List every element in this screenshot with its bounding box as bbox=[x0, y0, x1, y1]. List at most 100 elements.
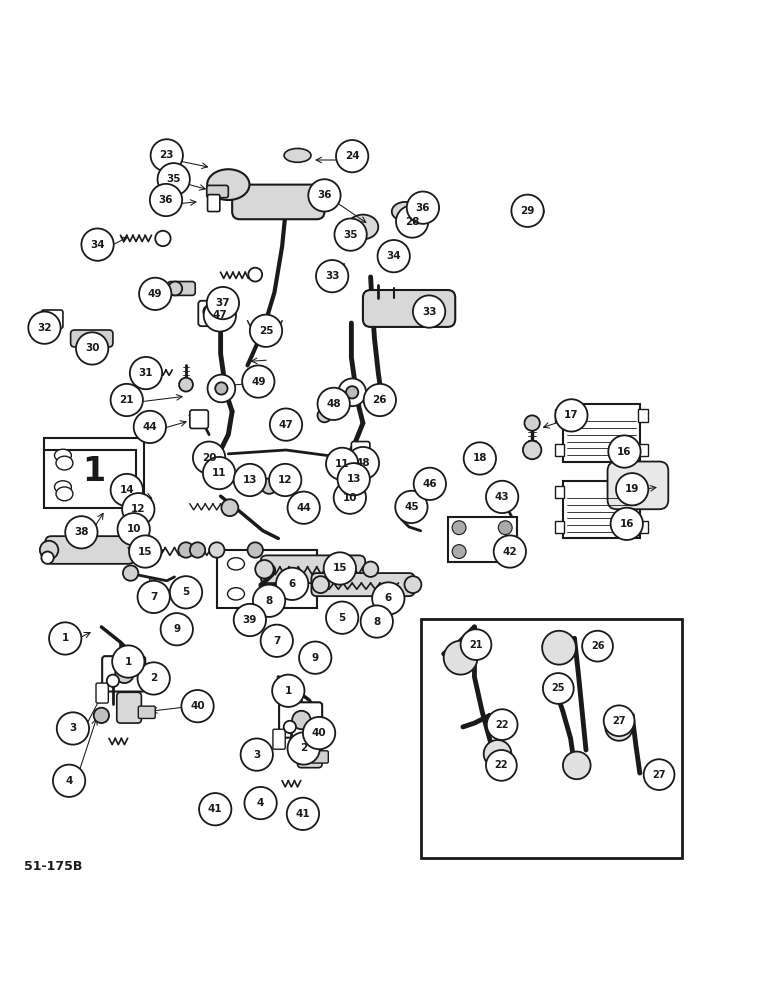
Text: 42: 42 bbox=[503, 547, 517, 557]
FancyBboxPatch shape bbox=[608, 462, 669, 509]
Circle shape bbox=[123, 565, 138, 581]
Circle shape bbox=[611, 508, 643, 540]
Text: 6: 6 bbox=[384, 593, 392, 603]
Text: 16: 16 bbox=[619, 519, 634, 529]
FancyBboxPatch shape bbox=[198, 301, 224, 326]
Circle shape bbox=[493, 535, 526, 568]
Circle shape bbox=[444, 641, 478, 675]
Ellipse shape bbox=[55, 449, 71, 462]
Circle shape bbox=[524, 415, 540, 431]
Circle shape bbox=[242, 365, 275, 398]
Circle shape bbox=[115, 665, 134, 683]
Text: 12: 12 bbox=[278, 475, 293, 485]
Text: 20: 20 bbox=[201, 453, 216, 463]
Text: 8: 8 bbox=[266, 596, 273, 606]
Circle shape bbox=[253, 585, 285, 617]
Text: 10: 10 bbox=[127, 524, 141, 534]
Ellipse shape bbox=[56, 456, 73, 470]
Circle shape bbox=[292, 711, 310, 729]
Ellipse shape bbox=[284, 148, 311, 162]
Text: 2: 2 bbox=[150, 673, 157, 683]
Text: 35: 35 bbox=[344, 230, 358, 240]
Circle shape bbox=[644, 759, 675, 790]
Text: 49: 49 bbox=[148, 289, 162, 299]
Text: 26: 26 bbox=[591, 641, 604, 651]
Bar bbox=[44, 450, 136, 508]
Circle shape bbox=[372, 582, 405, 615]
Circle shape bbox=[179, 378, 193, 392]
Circle shape bbox=[405, 576, 422, 593]
Circle shape bbox=[42, 552, 54, 564]
Circle shape bbox=[286, 798, 319, 830]
Circle shape bbox=[49, 622, 81, 655]
Circle shape bbox=[346, 386, 358, 398]
Circle shape bbox=[287, 492, 320, 524]
Circle shape bbox=[66, 516, 97, 548]
Circle shape bbox=[487, 709, 517, 740]
Text: 22: 22 bbox=[495, 760, 508, 770]
Circle shape bbox=[107, 675, 119, 687]
Circle shape bbox=[112, 645, 144, 678]
Text: 27: 27 bbox=[652, 770, 665, 780]
Circle shape bbox=[110, 474, 143, 506]
FancyBboxPatch shape bbox=[117, 692, 141, 723]
Circle shape bbox=[414, 468, 446, 500]
Circle shape bbox=[312, 576, 329, 593]
Circle shape bbox=[317, 388, 350, 420]
Circle shape bbox=[270, 408, 302, 441]
FancyBboxPatch shape bbox=[261, 555, 365, 583]
Circle shape bbox=[287, 732, 320, 765]
Circle shape bbox=[137, 662, 170, 695]
FancyBboxPatch shape bbox=[311, 751, 328, 763]
Circle shape bbox=[276, 568, 308, 600]
Circle shape bbox=[139, 278, 171, 310]
Circle shape bbox=[57, 712, 89, 745]
Circle shape bbox=[464, 442, 496, 475]
Circle shape bbox=[269, 464, 301, 496]
Circle shape bbox=[396, 205, 428, 238]
Circle shape bbox=[261, 625, 293, 657]
Circle shape bbox=[203, 305, 215, 318]
Text: 44: 44 bbox=[143, 422, 157, 432]
Text: 14: 14 bbox=[120, 485, 134, 495]
Circle shape bbox=[334, 482, 366, 514]
Circle shape bbox=[543, 673, 574, 704]
Circle shape bbox=[337, 463, 370, 495]
FancyBboxPatch shape bbox=[363, 290, 455, 327]
Text: 10: 10 bbox=[343, 493, 357, 503]
Text: 23: 23 bbox=[160, 150, 174, 160]
Circle shape bbox=[204, 299, 236, 332]
FancyBboxPatch shape bbox=[351, 442, 370, 460]
Text: 33: 33 bbox=[325, 271, 340, 281]
Ellipse shape bbox=[56, 487, 73, 501]
Text: 11: 11 bbox=[335, 459, 350, 469]
Bar bbox=[217, 550, 317, 608]
Circle shape bbox=[484, 740, 511, 768]
Text: 41: 41 bbox=[296, 809, 310, 819]
Text: 36: 36 bbox=[159, 195, 173, 205]
Text: 34: 34 bbox=[386, 251, 401, 261]
Text: 37: 37 bbox=[215, 298, 230, 308]
Circle shape bbox=[193, 442, 225, 474]
Text: 9: 9 bbox=[312, 653, 319, 663]
Circle shape bbox=[256, 560, 274, 578]
Circle shape bbox=[122, 493, 154, 525]
FancyBboxPatch shape bbox=[273, 729, 285, 749]
Circle shape bbox=[395, 491, 428, 523]
Text: 19: 19 bbox=[625, 484, 639, 494]
Circle shape bbox=[486, 750, 516, 781]
Circle shape bbox=[363, 562, 378, 577]
Circle shape bbox=[134, 411, 166, 443]
Circle shape bbox=[248, 542, 263, 558]
Ellipse shape bbox=[207, 169, 249, 200]
Circle shape bbox=[262, 478, 277, 494]
Circle shape bbox=[137, 581, 170, 613]
Text: 3: 3 bbox=[69, 723, 76, 733]
Text: 29: 29 bbox=[520, 206, 535, 216]
Text: 45: 45 bbox=[404, 502, 418, 512]
FancyBboxPatch shape bbox=[279, 702, 322, 738]
Text: 34: 34 bbox=[90, 240, 105, 250]
Circle shape bbox=[130, 357, 162, 389]
Bar bbox=[563, 481, 640, 538]
FancyBboxPatch shape bbox=[232, 185, 324, 219]
